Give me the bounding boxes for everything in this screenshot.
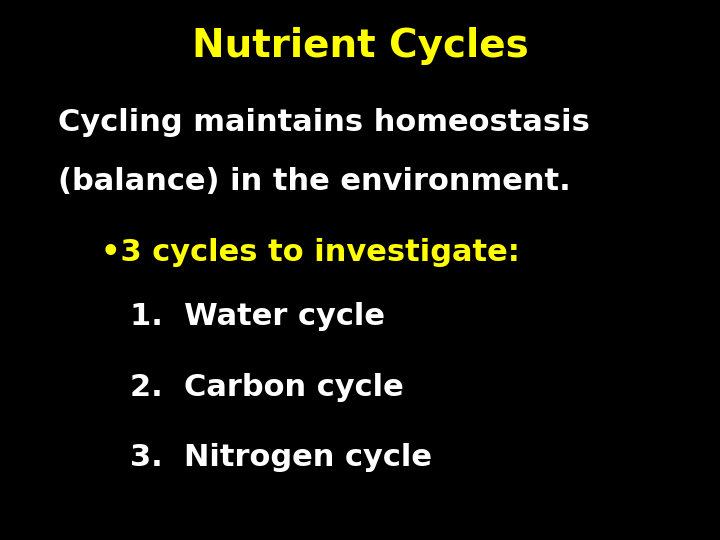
Text: 2.  Carbon cycle: 2. Carbon cycle [130,373,403,402]
Text: 3.  Nitrogen cycle: 3. Nitrogen cycle [130,443,431,472]
Text: Cycling maintains homeostasis: Cycling maintains homeostasis [58,108,590,137]
Text: (balance) in the environment.: (balance) in the environment. [58,167,570,197]
Text: •3 cycles to investigate:: •3 cycles to investigate: [101,238,520,267]
Text: Nutrient Cycles: Nutrient Cycles [192,27,528,65]
Text: 1.  Water cycle: 1. Water cycle [130,302,384,332]
